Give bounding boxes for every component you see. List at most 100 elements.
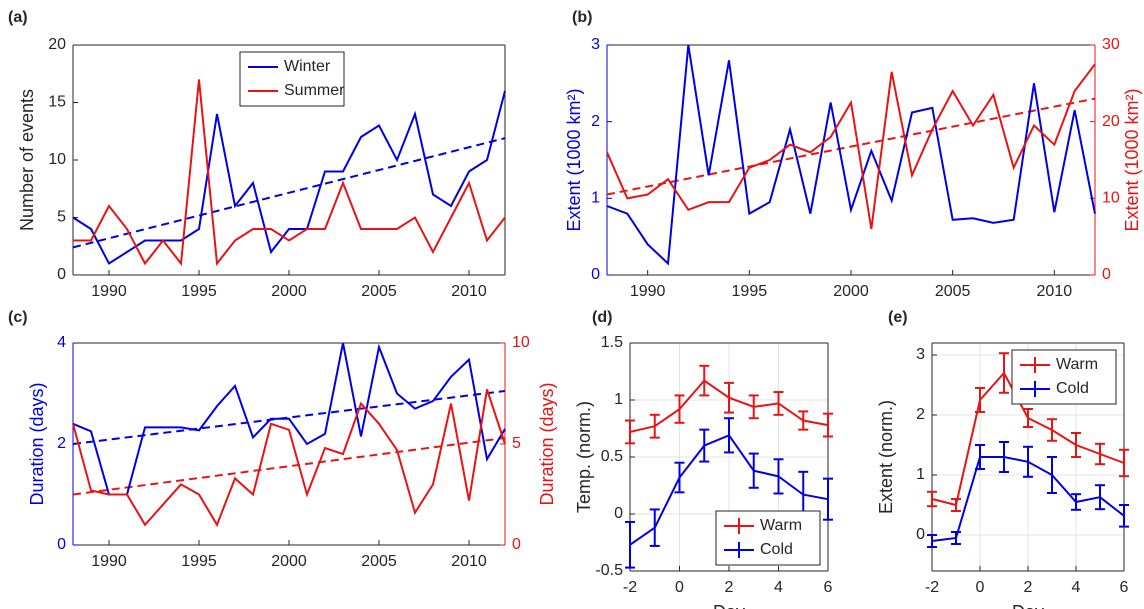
error-bar: [649, 413, 660, 439]
error-bar: [975, 387, 985, 413]
error-bar: [927, 490, 937, 508]
trend-line: [72, 436, 506, 496]
x-tick-label: 0: [675, 579, 684, 596]
x-tick-label: 0: [976, 579, 985, 596]
error-bar: [649, 508, 660, 547]
y-tick-label: 0: [57, 266, 66, 283]
panel-label: (b): [572, 9, 592, 26]
error-bar: [1047, 418, 1057, 442]
error-bar: [975, 444, 985, 470]
legend-box: [1011, 349, 1117, 405]
trend-line: [72, 389, 506, 445]
error-bar: [1047, 456, 1057, 494]
x-tick-label: 4: [774, 579, 783, 596]
panel-label: (e): [888, 309, 908, 326]
error-bar: [773, 458, 784, 495]
y2-tick-label: 5: [512, 435, 521, 452]
x-tick-label: 2005: [361, 283, 397, 300]
y-tick-label: 2: [591, 113, 600, 130]
trend-line: [72, 137, 506, 249]
x-tick-label: 6: [824, 579, 833, 596]
x-tick-label: 2005: [361, 553, 397, 570]
y-tick-label: 0: [57, 536, 66, 553]
error-bar: [773, 391, 784, 416]
y-tick-label: 0: [591, 266, 600, 283]
x-axis-label: Day: [713, 602, 745, 609]
y2-tick-label: 20: [1102, 113, 1120, 130]
x-tick-label: 2000: [271, 553, 307, 570]
y-tick-label: 2: [57, 435, 66, 452]
y-tick-label: -0.5: [595, 562, 623, 579]
y-tick-label: 0.5: [601, 448, 623, 465]
legend-box: [715, 510, 821, 566]
y-tick-label: 10: [48, 151, 66, 168]
panel-label: (c): [8, 309, 28, 326]
error-bar: [1119, 448, 1129, 478]
error-bar: [823, 477, 833, 521]
error-bar: [625, 419, 635, 445]
x-tick-label: 2010: [451, 283, 487, 300]
y-tick-label: 1.5: [601, 334, 623, 351]
x-tick-label: 1995: [181, 283, 217, 300]
error-bar: [674, 461, 685, 494]
trend-line: [606, 97, 1096, 196]
x-tick-label: 2010: [1037, 283, 1073, 300]
y-tick-label: 1: [614, 391, 623, 408]
x-tick-label: 2010: [451, 553, 487, 570]
x-tick-label: 1995: [181, 553, 217, 570]
error-bar: [1119, 504, 1129, 528]
x-tick-label: 1990: [91, 553, 127, 570]
panel-label: (a): [8, 9, 28, 26]
y-axis-label: Temp. (norm.): [574, 401, 594, 513]
legend-label: Summer: [284, 82, 345, 99]
y2-tick-label: 10: [1102, 190, 1120, 207]
y-tick-label: 2: [916, 406, 925, 423]
y-tick-label: 5: [57, 209, 66, 226]
legend-label: Warm: [760, 517, 802, 534]
x-tick-label: -2: [623, 579, 637, 596]
error-bar: [927, 534, 937, 548]
error-bar: [999, 441, 1009, 473]
y2-tick-label: 30: [1102, 36, 1120, 53]
legend-label: Winter: [284, 58, 331, 75]
error-bar: [625, 520, 635, 569]
y-tick-label: 20: [48, 36, 66, 53]
series-line: [606, 63, 1096, 230]
series-line: [72, 389, 506, 528]
y2-tick-label: 0: [512, 536, 521, 553]
legend-box: [239, 51, 345, 107]
legend-label: Cold: [760, 541, 793, 558]
series-line: [606, 44, 1096, 266]
x-tick-label: 2000: [833, 283, 869, 300]
x-tick-label: 1990: [91, 283, 127, 300]
error-bar: [823, 412, 833, 438]
y-tick-label: 1: [916, 466, 925, 483]
x-tick-label: -2: [925, 579, 939, 596]
error-bar: [699, 364, 710, 397]
y-tick-label: 0: [614, 505, 623, 522]
error-bar: [951, 531, 961, 545]
y-axis-label: Number of events: [17, 89, 37, 231]
legend-label: Cold: [1056, 380, 1089, 397]
x-tick-label: 2: [725, 579, 734, 596]
series-line: [73, 79, 506, 267]
error-bar: [1095, 442, 1105, 466]
x-tick-label: 2: [1024, 579, 1033, 596]
y2-tick-label: 10: [512, 334, 530, 351]
y-tick-label: 0: [916, 526, 925, 543]
y-tick-label: 3: [591, 36, 600, 53]
error-bar: [1095, 484, 1105, 511]
panel-label: (d): [592, 309, 612, 326]
y2-axis-label: Extent (1000 km²): [1122, 88, 1142, 231]
error-bar: [724, 417, 734, 454]
x-tick-label: 4: [1072, 579, 1081, 596]
error-bar: [699, 428, 710, 463]
error-bar: [1023, 408, 1033, 428]
x-tick-label: 1990: [630, 283, 666, 300]
series-line: [72, 342, 506, 496]
x-tick-label: 6: [1120, 579, 1129, 596]
y-tick-label: 4: [57, 334, 66, 351]
error-bar: [1071, 432, 1081, 458]
